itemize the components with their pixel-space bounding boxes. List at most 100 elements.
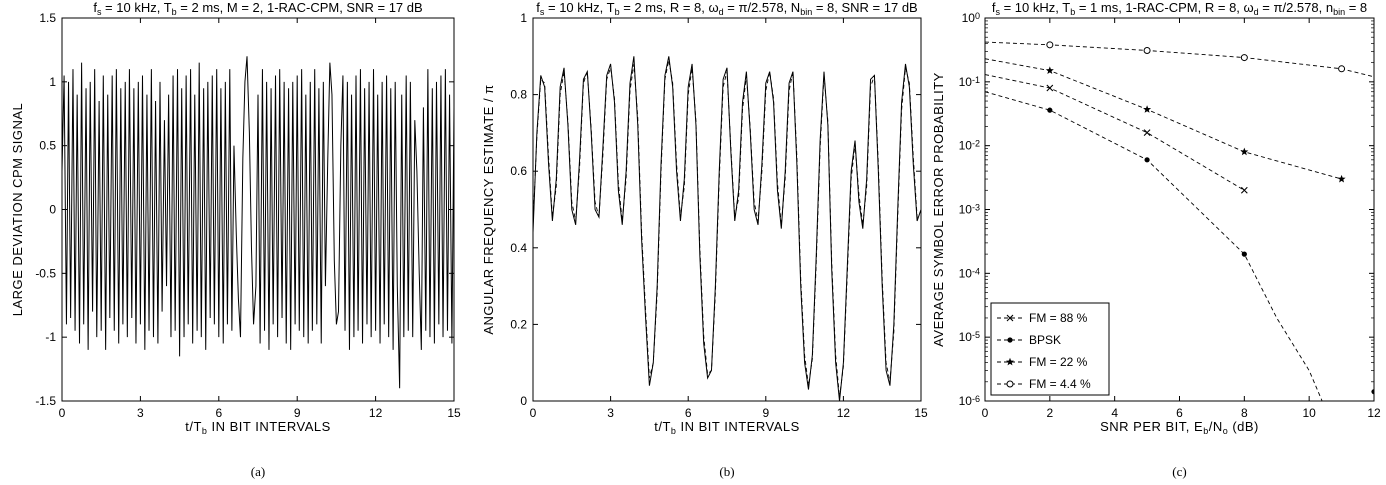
legend-label: FM = 22 % [1029, 355, 1088, 369]
y-tick-label-part: -3 [972, 202, 980, 212]
y-tick-label: 0.6 [510, 164, 527, 178]
plot-area [61, 17, 455, 402]
chart-title-part: = 8 [1345, 0, 1367, 15]
y-tick-label-part: -4 [972, 266, 980, 276]
y-tick-label: 1 [49, 75, 56, 89]
y-tick-label-part: -2 [972, 138, 980, 148]
y-tick-label-part: 10 [959, 266, 973, 280]
x-tick-label: 0 [982, 406, 989, 420]
x-axis-label-part: t/T [185, 419, 202, 434]
chart-title-part: d [719, 7, 724, 17]
data-point [1046, 41, 1054, 49]
y-tick-label-part: 10 [959, 394, 973, 408]
x-tick-label: 9 [762, 406, 769, 420]
x-axis-label-part: b [671, 426, 677, 436]
chart-title-part: bin [800, 7, 812, 17]
y-axis-label: LARGE DEVIATION CPM SIGNAL [10, 103, 25, 317]
data-point [1241, 251, 1247, 257]
x-axis-label-part: t/T [654, 419, 671, 434]
panel-caption: (b) [719, 464, 734, 479]
panel-caption: (c) [1172, 464, 1186, 479]
chart-title-part: s [995, 7, 1000, 17]
y-tick-label: 10-2 [959, 138, 980, 152]
x-axis-label: t/Tb IN BIT INTERVALS [185, 419, 331, 436]
x-tick-label: 4 [1111, 406, 1118, 420]
y-axis-label: ANGULAR FREQUENCY ESTIMATE / π [481, 84, 496, 334]
x-tick-label: 6 [685, 406, 692, 420]
y-tick-label-part: 10 [959, 203, 973, 217]
y-tick-label-part: -1 [972, 74, 980, 84]
legend-label: FM = 88 % [1029, 311, 1088, 325]
x-axis-label-part: b [1203, 426, 1209, 436]
chart-title-part: b [1070, 7, 1075, 17]
y-tick-label: 1 [520, 11, 527, 25]
panel-caption: (a) [251, 464, 265, 479]
data-point [1143, 129, 1151, 137]
plot-area [532, 17, 922, 402]
legend-marker [1006, 380, 1014, 388]
y-tick-label-part: 10 [959, 75, 973, 89]
x-axis-label-part: SNR PER BIT, E [1100, 419, 1203, 434]
x-axis-label-part: o [1223, 426, 1229, 436]
chart-title-part: = 2 ms, R = 8, ω [620, 0, 719, 15]
y-tick-label-part: -6 [972, 394, 980, 404]
x-axis-label-part: b [202, 426, 208, 436]
y-tick-label-part: -5 [972, 330, 980, 340]
chart-title-part: = π/2.578, N [724, 0, 801, 15]
x-tick-label: 15 [914, 406, 928, 420]
chart-title-part: = 10 kHz, T [544, 0, 614, 15]
chart-title: fs = 10 kHz, Tb = 1 ms, 1-RAC-CPM, R = 8… [992, 0, 1367, 17]
x-axis-label: SNR PER BIT, Eb/No (dB) [1100, 419, 1259, 436]
x-tick-label: 6 [1176, 406, 1183, 420]
y-tick-label: 0 [520, 394, 527, 408]
y-tick-label: 10-3 [959, 202, 980, 216]
series-group [985, 41, 1374, 401]
x-axis-label-part: /N [1209, 419, 1223, 434]
chart-title: fs = 10 kHz, Tb = 2 ms, R = 8, ωd = π/2.… [536, 0, 917, 17]
data-point [1337, 174, 1346, 183]
x-tick-label: 8 [1241, 406, 1248, 420]
chart-title-part: f [992, 0, 996, 15]
y-tick-label: 10-1 [959, 74, 980, 88]
chart-title: fs = 10 kHz, Tb = 2 ms, M = 2, 1-RAC-CPM… [93, 0, 422, 17]
data-point [1240, 54, 1248, 62]
y-tick-label-part: 10 [959, 330, 973, 344]
y-tick-label: 10-4 [959, 266, 980, 280]
chart-title-part: b [615, 7, 620, 17]
y-tick-label: 0.8 [510, 88, 527, 102]
chart-title-part: s [97, 7, 102, 17]
x-axis-label-part: (dB) [1228, 419, 1259, 434]
y-tick-label: 10-5 [959, 330, 980, 344]
y-tick-label-part: 10 [962, 11, 976, 25]
chart-title-part: d [1254, 7, 1259, 17]
x-tick-label: 0 [530, 406, 537, 420]
chart-title-part: = 10 kHz, T [101, 0, 171, 15]
y-tick-label: 0.2 [510, 317, 527, 331]
chart-panel-a: 0 3 6 9 12 15 -1.5 -1 -0.5 0 0.5 1 1.5 fs = 10 kHz, T… [10, 0, 461, 479]
data-point [1143, 46, 1151, 54]
x-tick-label: 2 [1046, 406, 1053, 420]
legend-marker [1006, 314, 1014, 322]
y-tick-label: 0 [49, 203, 56, 217]
series-line-0 [62, 56, 454, 389]
data-point [1240, 186, 1248, 194]
y-tick-label: -0.5 [35, 266, 56, 280]
data-point [1143, 105, 1152, 113]
x-axis-label-part: IN BIT INTERVALS [207, 419, 330, 434]
x-axis-label: t/Tb IN BIT INTERVALS [654, 419, 800, 436]
chart-title-part: = 2 ms, M = 2, 1-RAC-CPM, SNR = 17 dB [177, 0, 423, 15]
y-tick-label: 1.5 [39, 11, 56, 25]
x-tick-label: 15 [447, 406, 461, 420]
chart-title-part: = π/2.578, n [1259, 0, 1333, 15]
data-point [1046, 84, 1054, 92]
chart-title-part: b [172, 7, 177, 17]
chart-title-part: s [540, 7, 545, 17]
data-point [1371, 389, 1374, 395]
chart-title-part: = 8, SNR = 17 dB [812, 0, 918, 15]
x-tick-label: 3 [607, 406, 614, 420]
chart-title-part: f [536, 0, 540, 15]
x-axis-label-part: IN BIT INTERVALS [676, 419, 799, 434]
